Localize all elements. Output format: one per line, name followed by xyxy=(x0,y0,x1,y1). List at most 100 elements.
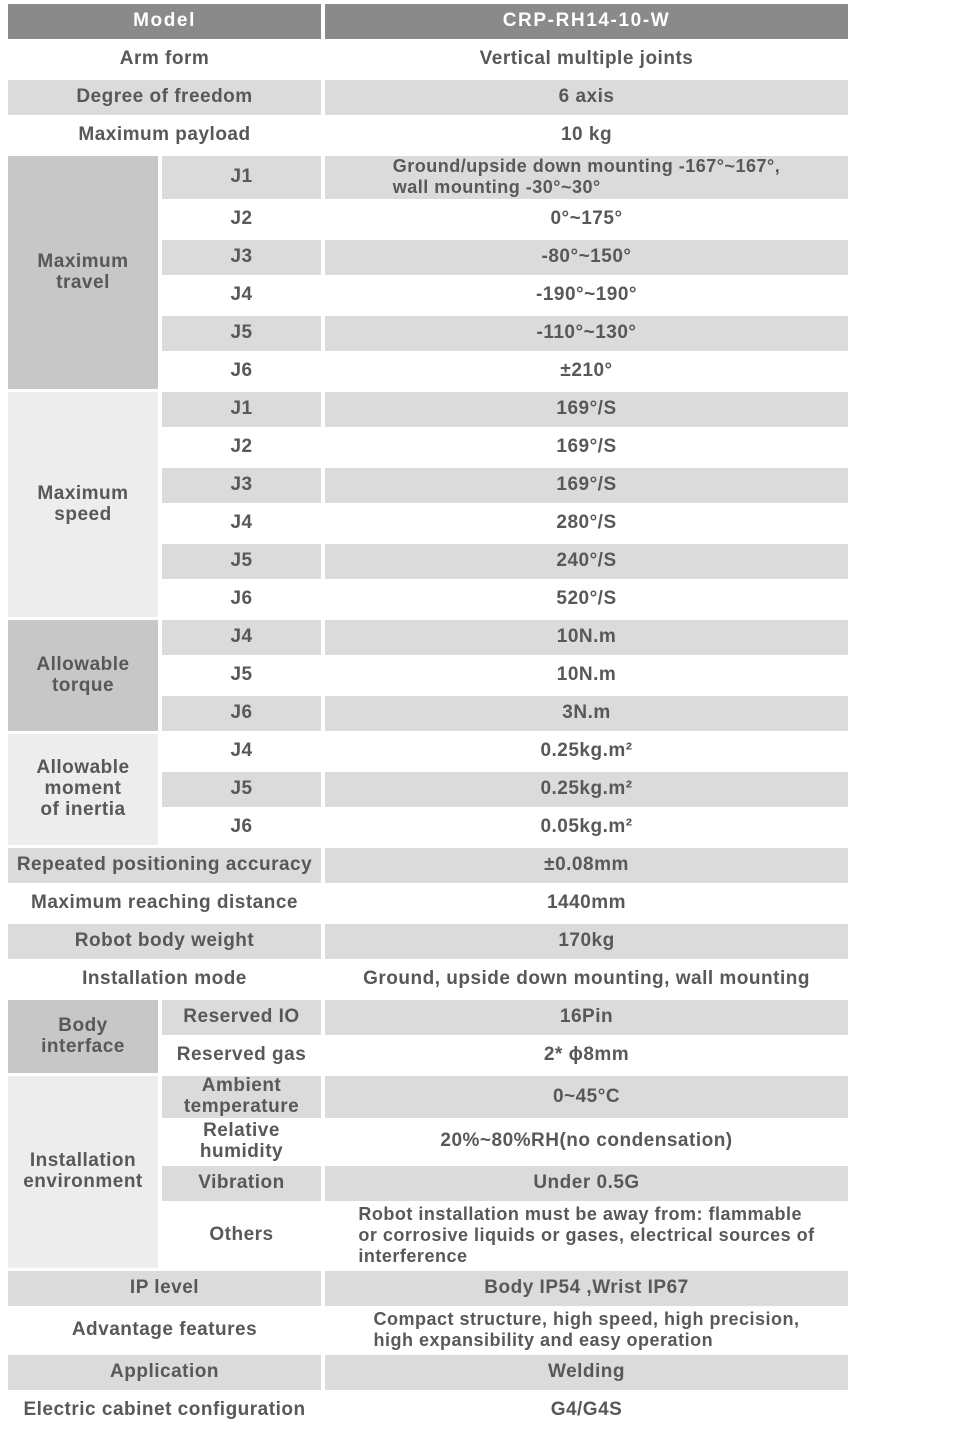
sub-label-inertia-j5: J5 xyxy=(162,772,326,811)
value-ip-level: Body IP54 ,Wrist IP67 xyxy=(325,1271,853,1310)
value-speed-j2: 169°/S xyxy=(325,430,853,469)
value-positioning-accuracy: ±0.08mm xyxy=(325,848,853,887)
label-reaching-distance: Maximum reaching distance xyxy=(8,886,326,925)
section-allowable-torque: Allowable torque xyxy=(8,620,162,735)
row-electric-cabinet: Electric cabinet configuration G4/G4S xyxy=(8,1393,853,1432)
sub-label-inertia-j4: J4 xyxy=(162,734,326,773)
sub-label-speed-j1: J1 xyxy=(162,392,326,431)
row-speed-j4: J4 280°/S xyxy=(8,506,853,545)
value-application: Welding xyxy=(325,1355,853,1394)
value-torque-j6: 3N.m xyxy=(325,696,853,735)
value-speed-j3: 169°/S xyxy=(325,468,853,507)
value-advantage-features-text: Compact structure, high speed, high prec… xyxy=(373,1309,800,1351)
row-speed-j1: Maximum speed J1 169°/S xyxy=(8,392,853,621)
row-positioning-accuracy: Repeated positioning accuracy ±0.08mm xyxy=(8,848,853,887)
row-degree-of-freedom: Degree of freedom 6 axis xyxy=(8,80,853,118)
sub-label-speed-j6: J6 xyxy=(162,582,326,621)
row-body-weight: Robot body weight 170kg xyxy=(8,924,853,963)
row-ip-level: IP level Body IP54 ,Wrist IP67 xyxy=(8,1271,853,1310)
sub-label-travel-j3: J3 xyxy=(162,240,326,279)
row-inertia-j6: J6 0.05kg.m² xyxy=(8,810,853,849)
row-speed-j3: J3 169°/S xyxy=(8,468,853,507)
value-others: Robot installation must be away from: fl… xyxy=(325,1203,853,1272)
sub-label-vibration: Vibration xyxy=(162,1165,326,1204)
row-reserved-gas: Reserved gas 2* ϕ8mm xyxy=(8,1038,853,1077)
row-travel-j6: J6 ±210° xyxy=(8,354,853,393)
value-torque-j5: 10N.m xyxy=(325,658,853,697)
model-label-cell: Model xyxy=(8,4,326,42)
sub-label-speed-j2: J2 xyxy=(162,430,326,469)
value-travel-j4: -190°~190° xyxy=(325,278,853,317)
sub-label-torque-j5: J5 xyxy=(162,658,326,697)
sub-label-inertia-j6: J6 xyxy=(162,810,326,849)
sub-label-relative-humidity: Relative humidity xyxy=(162,1120,326,1166)
label-application: Application xyxy=(8,1355,326,1394)
row-vibration: Vibration Under 0.5G xyxy=(8,1165,853,1204)
value-inertia-j6: 0.05kg.m² xyxy=(325,810,853,849)
label-maximum-payload: Maximum payload xyxy=(8,118,326,156)
value-reserved-io: 16Pin xyxy=(325,1000,853,1039)
sub-label-reserved-gas: Reserved gas xyxy=(162,1038,326,1077)
row-installation-mode: Installation mode Ground, upside down mo… xyxy=(8,962,853,1001)
value-travel-j3: -80°~150° xyxy=(325,240,853,279)
sub-label-torque-j4: J4 xyxy=(162,620,326,659)
section-maximum-travel: Maximum travel xyxy=(8,156,162,393)
row-reaching-distance: Maximum reaching distance 1440mm xyxy=(8,886,853,925)
section-installation-environment: Installation environment xyxy=(8,1076,162,1272)
row-relative-humidity: Relative humidity 20%~80%RH(no condensat… xyxy=(8,1120,853,1166)
value-inertia-j4: 0.25kg.m² xyxy=(325,734,853,773)
value-reaching-distance: 1440mm xyxy=(325,886,853,925)
value-torque-j4: 10N.m xyxy=(325,620,853,659)
row-speed-j2: J2 169°/S xyxy=(8,430,853,469)
row-application: Application Welding xyxy=(8,1355,853,1394)
value-relative-humidity: 20%~80%RH(no condensation) xyxy=(325,1120,853,1166)
value-speed-j1: 169°/S xyxy=(325,392,853,431)
value-arm-form: Vertical multiple joints xyxy=(325,42,853,80)
sub-label-reserved-io: Reserved IO xyxy=(162,1000,326,1039)
row-maximum-payload: Maximum payload 10 kg xyxy=(8,118,853,156)
sub-label-travel-j1: J1 xyxy=(162,156,326,203)
value-travel-j1-text: Ground/upside down mounting -167°~167°, … xyxy=(392,156,781,198)
sub-label-speed-j5: J5 xyxy=(162,544,326,583)
row-travel-j2: J2 0°~175° xyxy=(8,202,853,241)
row-travel-j1: Maximum travel J1 Ground/upside down mou… xyxy=(8,156,853,393)
label-degree-of-freedom: Degree of freedom xyxy=(8,80,326,118)
label-advantage-features: Advantage features xyxy=(8,1309,326,1356)
row-speed-j5: J5 240°/S xyxy=(8,544,853,583)
value-maximum-payload: 10 kg xyxy=(325,118,853,156)
value-speed-j4: 280°/S xyxy=(325,506,853,545)
section-allowable-inertia: Allowable moment of inertia xyxy=(8,734,162,849)
value-body-weight: 170kg xyxy=(325,924,853,963)
row-travel-j4: J4 -190°~190° xyxy=(8,278,853,317)
header-row: Model CRP-RH14-10-W xyxy=(8,4,853,42)
sub-label-travel-j5: J5 xyxy=(162,316,326,355)
row-reserved-io: Body interface Reserved IO 16Pin xyxy=(8,1000,853,1077)
sub-label-travel-j2: J2 xyxy=(162,202,326,241)
label-body-weight: Robot body weight xyxy=(8,924,326,963)
sub-label-speed-j4: J4 xyxy=(162,506,326,545)
value-vibration: Under 0.5G xyxy=(325,1165,853,1204)
value-travel-j2: 0°~175° xyxy=(325,202,853,241)
sub-label-torque-j6: J6 xyxy=(162,696,326,735)
value-travel-j6: ±210° xyxy=(325,354,853,393)
value-speed-j6: 520°/S xyxy=(325,582,853,621)
row-torque-j4: Allowable torque J4 10N.m xyxy=(8,620,853,735)
value-reserved-gas: 2* ϕ8mm xyxy=(325,1038,853,1077)
row-speed-j6: J6 520°/S xyxy=(8,582,853,621)
label-arm-form: Arm form xyxy=(8,42,326,80)
sub-label-others: Others xyxy=(162,1203,326,1272)
label-ip-level: IP level xyxy=(8,1271,326,1310)
row-travel-j3: J3 -80°~150° xyxy=(8,240,853,279)
row-travel-j5: J5 -110°~130° xyxy=(8,316,853,355)
row-torque-j6: J6 3N.m xyxy=(8,696,853,735)
value-advantage-features: Compact structure, high speed, high prec… xyxy=(325,1309,853,1356)
value-travel-j5: -110°~130° xyxy=(325,316,853,355)
model-value-cell: CRP-RH14-10-W xyxy=(325,4,853,42)
sub-label-travel-j6: J6 xyxy=(162,354,326,393)
row-inertia-j5: J5 0.25kg.m² xyxy=(8,772,853,811)
value-speed-j5: 240°/S xyxy=(325,544,853,583)
row-inertia-j4: Allowable moment of inertia J4 0.25kg.m² xyxy=(8,734,853,849)
row-torque-j5: J5 10N.m xyxy=(8,658,853,697)
value-inertia-j5: 0.25kg.m² xyxy=(325,772,853,811)
